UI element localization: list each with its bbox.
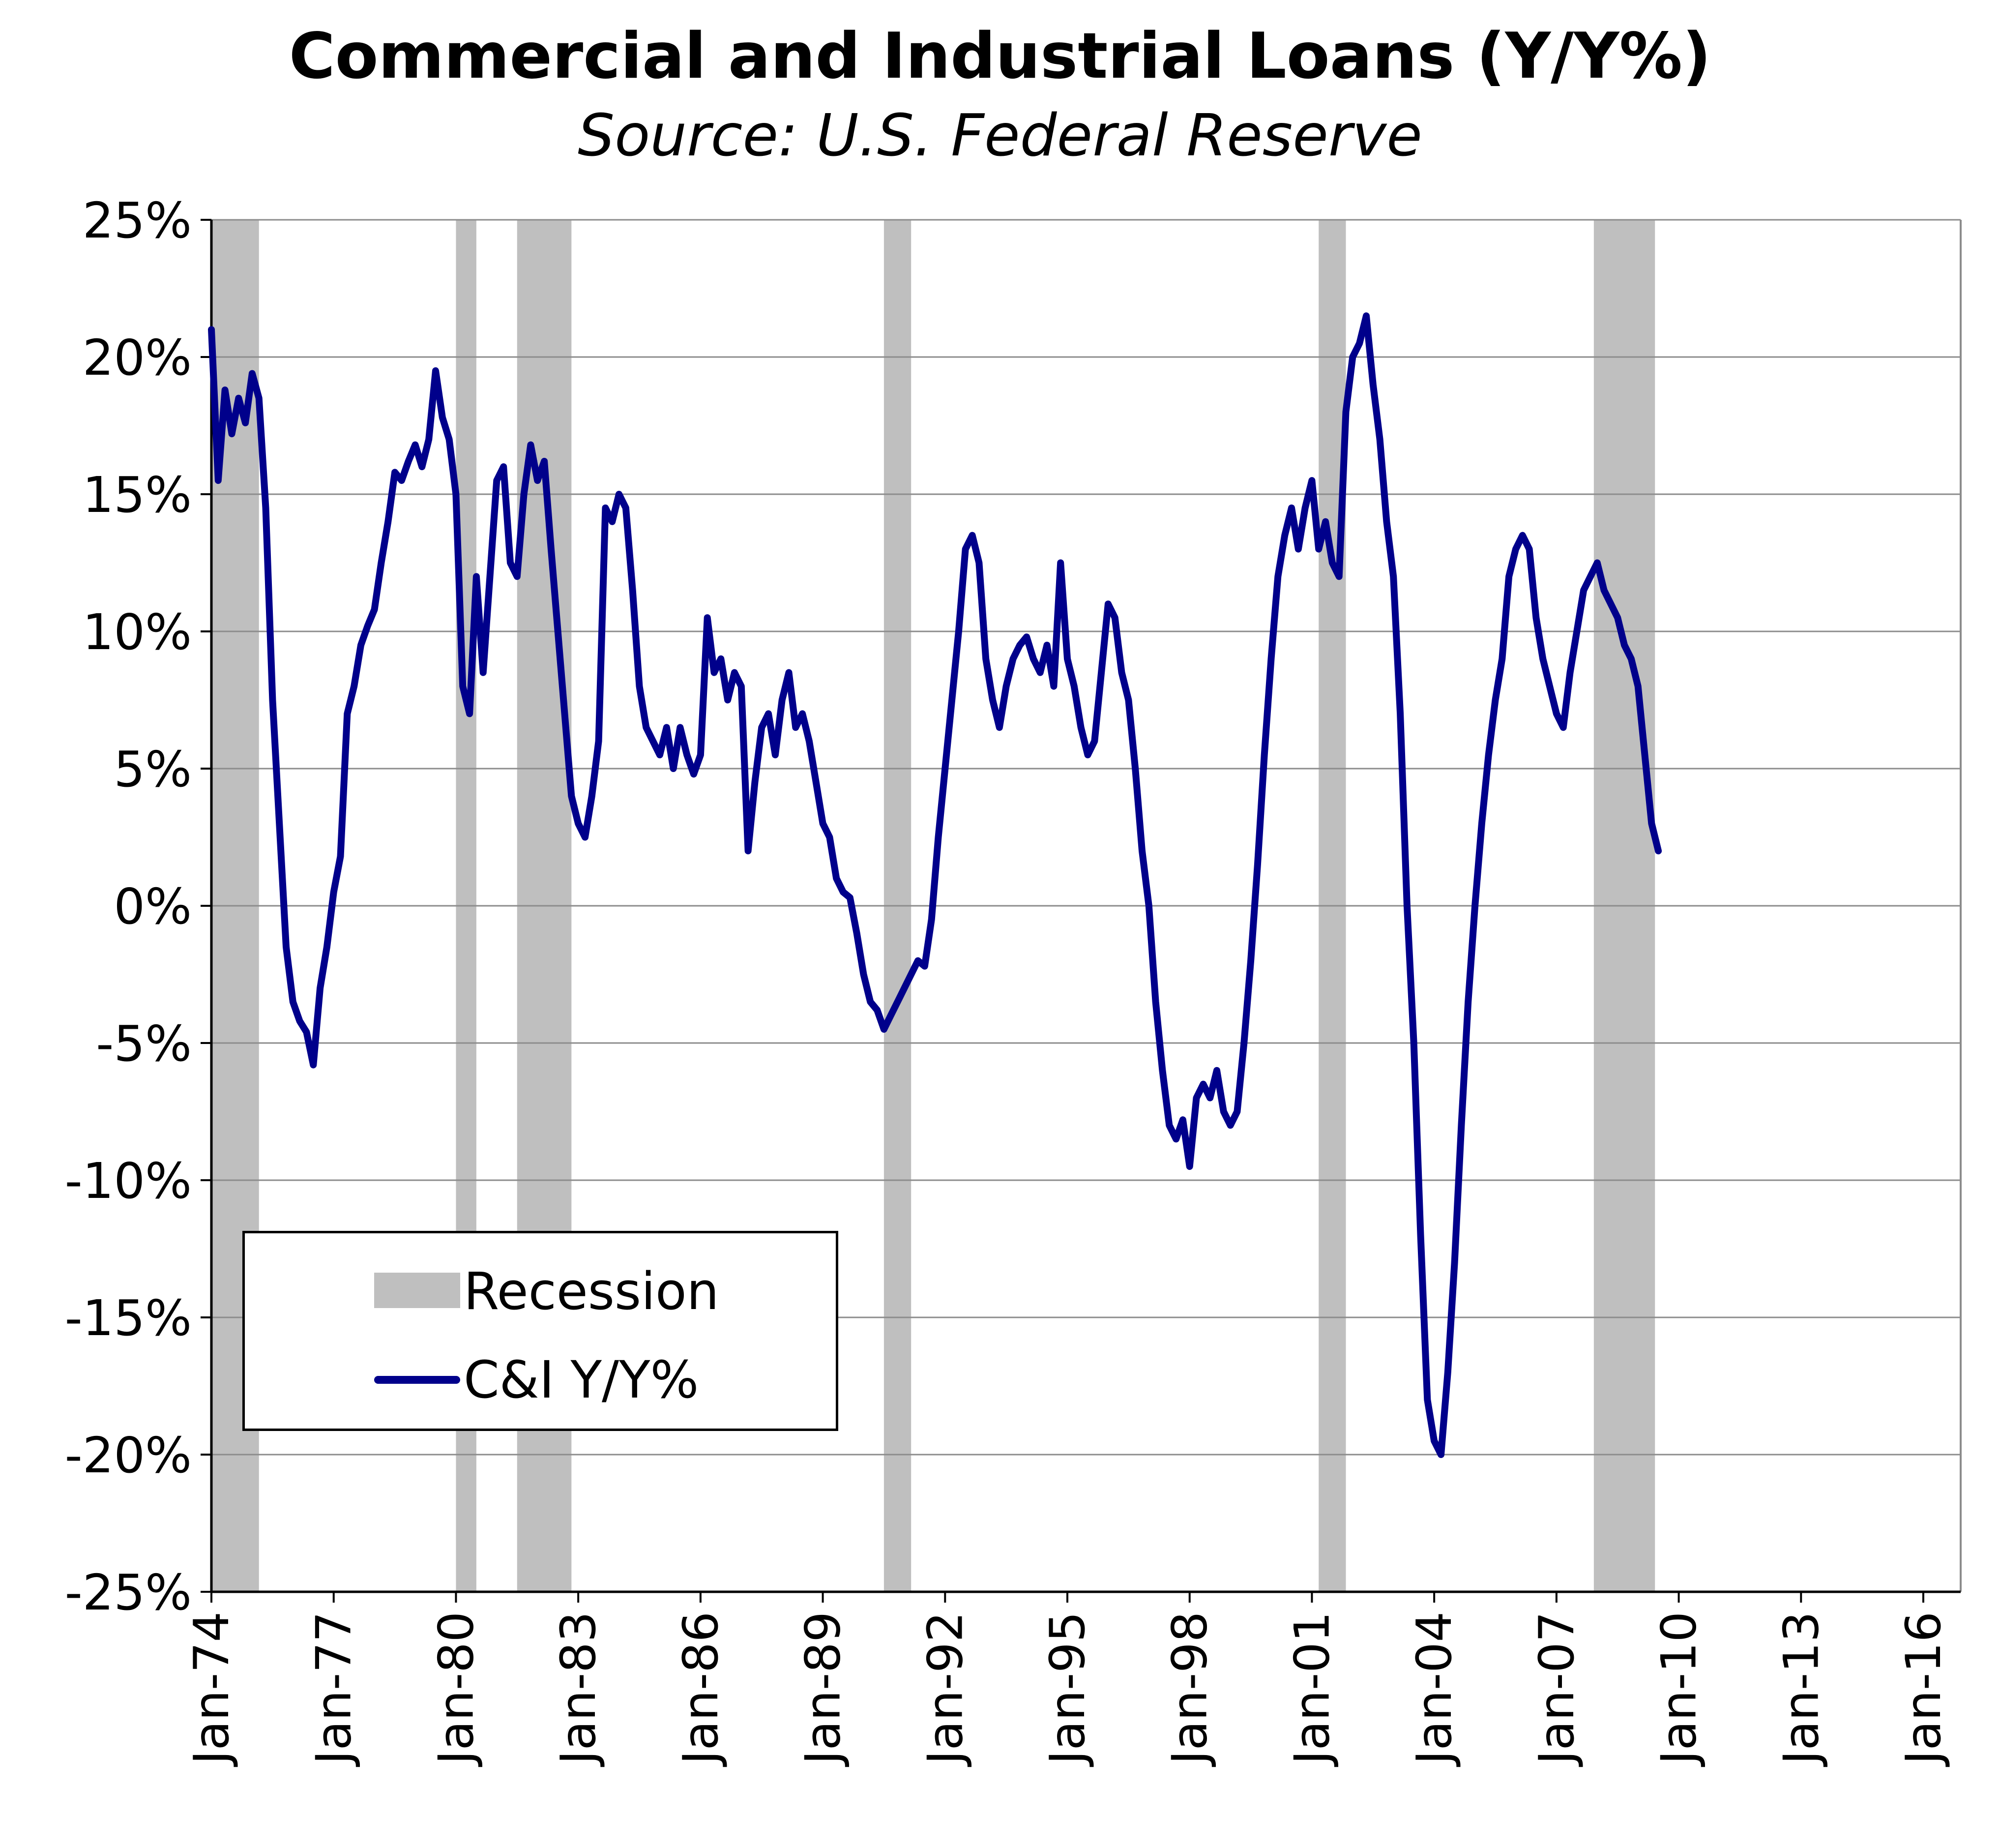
y-tick-label: -20% <box>65 1427 192 1484</box>
x-tick-label: Jan-01 <box>1284 1611 1340 1767</box>
x-tick-label: Jan-80 <box>428 1611 484 1767</box>
x-tick-label: Jan-92 <box>917 1611 973 1767</box>
recession-swatch <box>374 1273 460 1308</box>
y-tick-label: -15% <box>65 1289 192 1347</box>
x-tick-label: Jan-86 <box>673 1611 729 1767</box>
y-tick-label: -25% <box>65 1564 192 1621</box>
x-tick-label: Jan-83 <box>551 1611 607 1767</box>
x-tick-label: Jan-98 <box>1162 1611 1218 1767</box>
x-tick-label: Jan-04 <box>1407 1611 1463 1767</box>
y-tick-label: -10% <box>65 1152 192 1210</box>
legend-label-series: C&I Y/Y% <box>464 1350 699 1410</box>
series-swatch <box>374 1376 460 1384</box>
x-tick-label: Jan-10 <box>1651 1611 1707 1767</box>
legend-item-series: C&I Y/Y% <box>245 1341 836 1409</box>
y-tick-label: 15% <box>83 466 192 524</box>
legend: Recession C&I Y/Y% <box>242 1231 838 1431</box>
x-tick-label: Jan-89 <box>795 1611 852 1767</box>
x-tick-label: Jan-07 <box>1529 1611 1585 1767</box>
series-layer <box>208 312 1662 1458</box>
tick-labels: 25%20%15%10%5%0%-5%-10%-15%-20%-25%Jan-7… <box>65 192 1952 1767</box>
x-tick-label: Jan-16 <box>1896 1611 1952 1767</box>
x-tick-label: Jan-74 <box>184 1611 240 1767</box>
y-tick-label: -5% <box>96 1015 192 1073</box>
y-tick-label: 20% <box>83 329 192 387</box>
series-line <box>208 312 1662 1458</box>
legend-item-recession: Recession <box>245 1253 836 1321</box>
x-tick-label: Jan-77 <box>306 1611 362 1767</box>
legend-label-recession: Recession <box>464 1261 719 1321</box>
y-tick-label: 10% <box>83 603 192 661</box>
y-tick-label: 0% <box>114 878 192 935</box>
y-tick-label: 25% <box>83 192 192 249</box>
x-tick-label: Jan-95 <box>1040 1611 1096 1767</box>
y-tick-label: 5% <box>114 741 192 798</box>
chart-subtitle: Source: U.S. Federal Reserve <box>578 101 1422 169</box>
axes <box>201 219 1962 1603</box>
chart-title: Commercial and Industrial Loans (Y/Y%) <box>289 20 1711 93</box>
x-tick-label: Jan-13 <box>1773 1611 1829 1767</box>
